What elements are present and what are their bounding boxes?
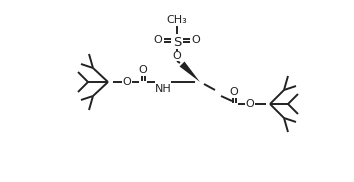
Text: CH₃: CH₃ [167, 15, 187, 25]
Text: NH: NH [155, 84, 171, 94]
Text: O: O [139, 65, 147, 75]
Text: O: O [230, 87, 238, 97]
Text: O: O [192, 35, 200, 45]
Text: O: O [122, 77, 131, 87]
Text: O: O [173, 51, 181, 61]
Polygon shape [179, 62, 200, 82]
Text: O: O [246, 99, 255, 109]
Text: S: S [173, 35, 181, 48]
Text: O: O [154, 35, 162, 45]
